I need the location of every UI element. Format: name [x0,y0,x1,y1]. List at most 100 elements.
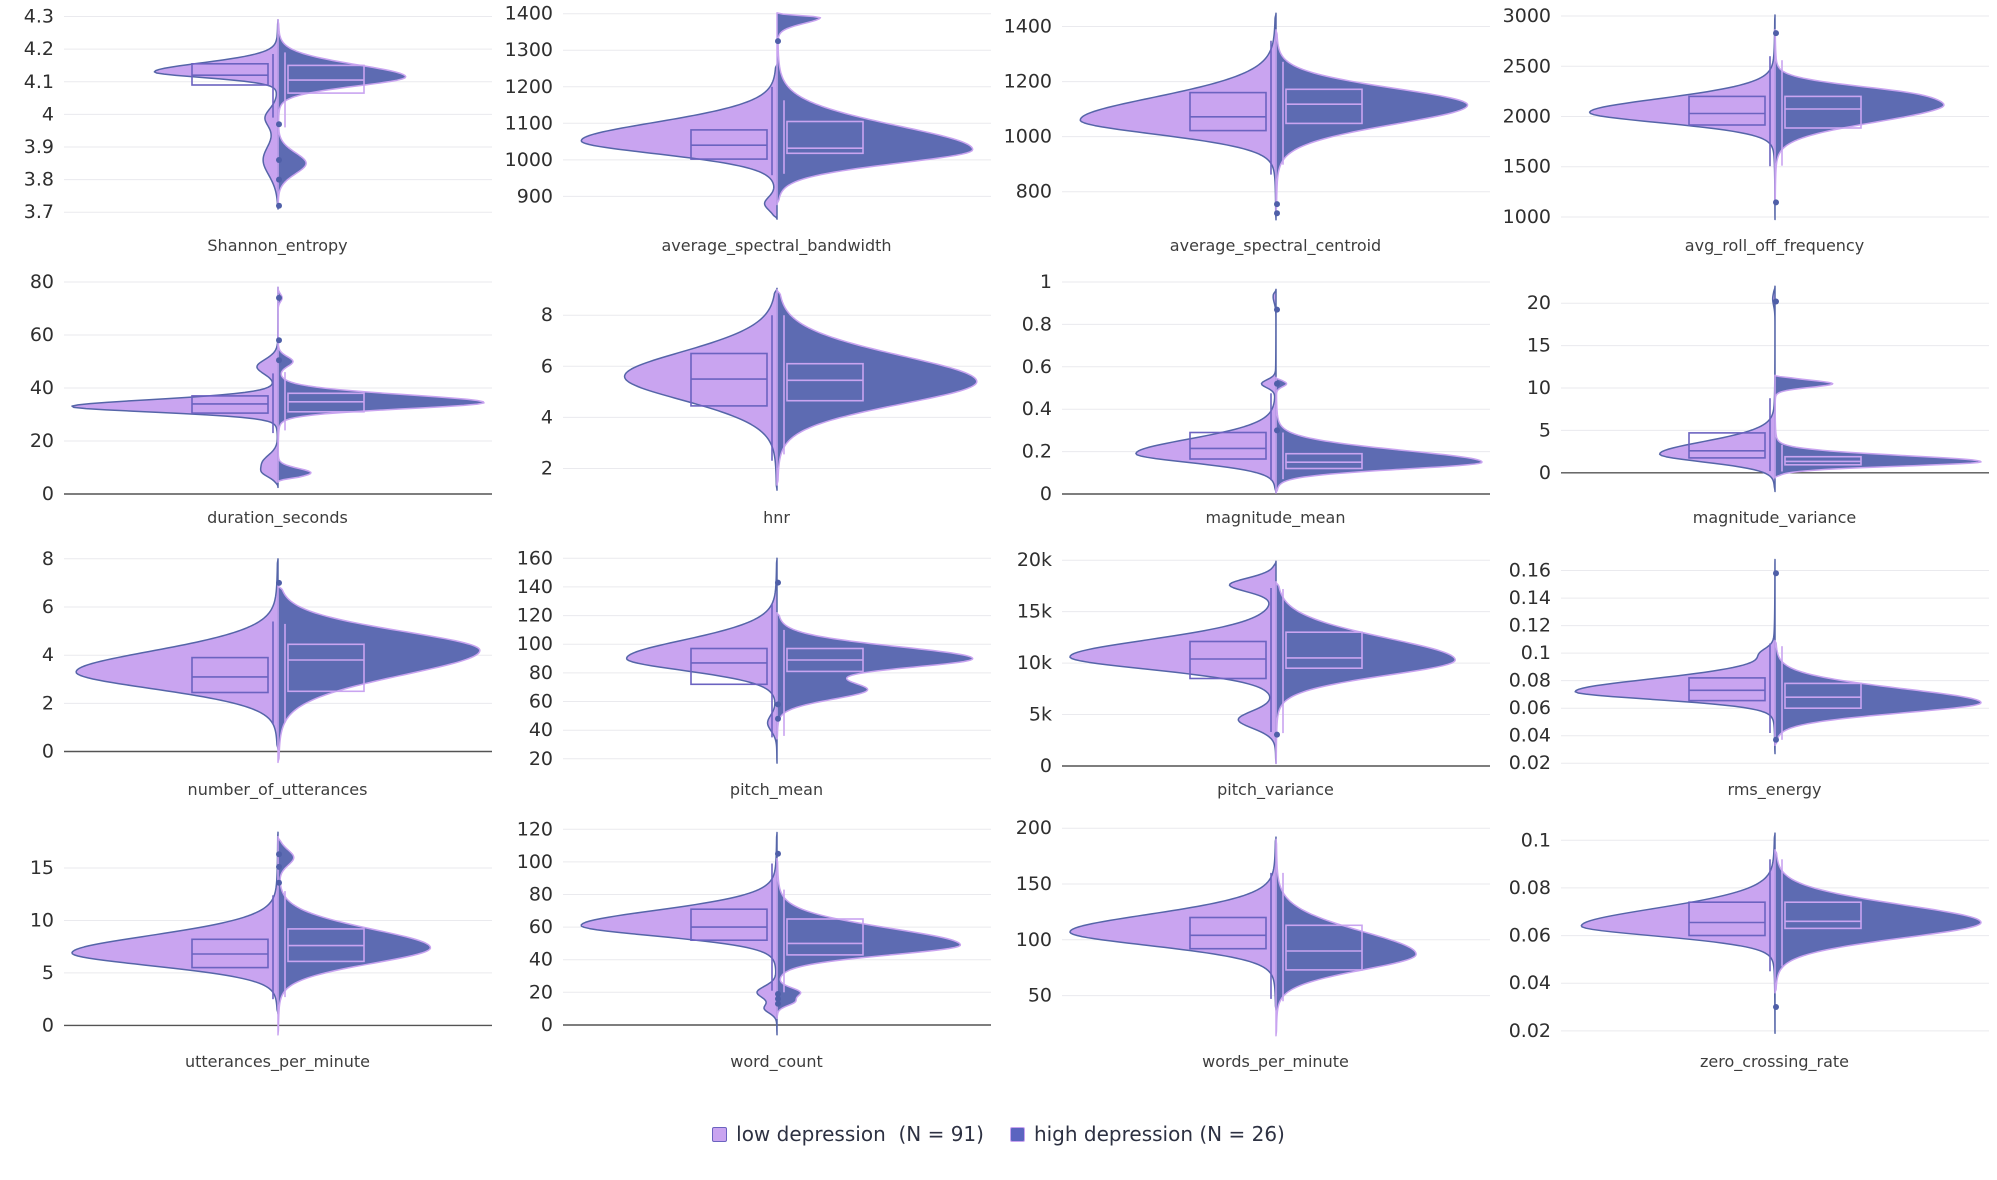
svg-text:0.02: 0.02 [1509,1020,1551,1042]
svg-text:60: 60 [529,916,553,938]
plot-title: words_per_minute [1202,1052,1349,1071]
svg-text:0.04: 0.04 [1509,725,1551,747]
violin-plot-words-per-minute: 50 100 150 200 [998,816,1497,1048]
legend-item-high-depression[interactable]: high depression (N = 26) [1009,1122,1285,1146]
svg-text:0: 0 [1040,483,1052,504]
svg-text:40: 40 [529,949,553,971]
svg-text:120: 120 [517,818,553,840]
svg-text:1400: 1400 [505,3,553,25]
plot-title: average_spectral_centroid [1169,236,1382,255]
svg-text:100: 100 [517,851,553,873]
svg-text:0.08: 0.08 [1509,877,1551,899]
svg-text:5: 5 [1539,419,1551,441]
svg-text:1300: 1300 [505,39,553,61]
violin-plot-number-of-utterances: 0 2 4 6 8 [0,544,499,776]
svg-text:0: 0 [1539,462,1551,484]
panel-number-of-utterances: 0 2 4 6 8 number_of_utterances [0,544,499,816]
svg-text:10: 10 [1527,377,1551,399]
legend-label-low: low depression (N = 91) [736,1122,984,1146]
svg-text:0.02: 0.02 [1509,752,1551,774]
panel-avg-roll-off-frequency: 1000 1500 2000 2500 3000 avg_roll_off_freque… [1497,0,1996,272]
svg-text:5k: 5k [1029,704,1052,726]
svg-text:0.1: 0.1 [1521,642,1551,664]
panel-utterances-per-minute: 0 5 10 15 utterances_per_minute [0,816,499,1088]
violin-plot-utterances-per-minute: 0 5 10 15 [0,816,499,1048]
plot-title: pitch_variance [1217,780,1334,799]
svg-text:0.16: 0.16 [1509,560,1551,582]
panel-average-spectral-bandwidth: 900 1000 1100 1200 1300 1400 average_spectral… [499,0,998,272]
svg-text:0: 0 [42,483,54,504]
violin-plot-magnitude-variance: 0 5 10 15 20 [1497,272,1996,504]
svg-text:4.3: 4.3 [24,6,54,28]
plot-title: hnr [763,508,790,527]
plot-title: magnitude_variance [1692,508,1857,527]
svg-text:1200: 1200 [1004,71,1052,93]
svg-text:20: 20 [529,748,553,770]
svg-text:80: 80 [529,662,553,684]
violin-plot-pitch-mean: 20 40 60 80 100 120 140 160 [499,544,998,776]
svg-text:80: 80 [529,884,553,906]
svg-text:800: 800 [1016,181,1052,203]
plot-title: number_of_utterances [187,780,368,799]
svg-text:0.6: 0.6 [1022,356,1052,378]
plot-title: average_spectral_bandwidth [661,236,892,255]
panel-rms-energy: 0.02 0.04 0.06 0.08 0.1 0.12 0.14 0.16 rms_ener… [1497,544,1996,816]
svg-text:40: 40 [529,719,553,741]
plot-title: rms_energy [1727,780,1822,799]
svg-text:1000: 1000 [1503,206,1551,228]
svg-text:0.12: 0.12 [1509,615,1551,637]
svg-text:10k: 10k [1017,652,1052,674]
plot-title: word_count [730,1052,823,1071]
svg-text:100: 100 [517,633,553,655]
legend-swatch-high-icon [1009,1126,1025,1142]
svg-text:150: 150 [1016,873,1052,895]
svg-text:4: 4 [42,103,54,125]
svg-text:1000: 1000 [1004,126,1052,148]
svg-text:60: 60 [529,691,553,713]
svg-text:0.04: 0.04 [1509,972,1551,994]
violin-grid: 3.7 3.8 3.9 4 4.1 4.2 4.3 Shannon_entropy 900 1… [0,0,1996,1088]
violin-plot-word-count: 0 20 40 60 80 100 120 [499,816,998,1048]
svg-text:0.08: 0.08 [1509,670,1551,692]
panel-pitch-mean: 20 40 60 80 100 120 140 160 pitch_mean [499,544,998,816]
svg-text:4.2: 4.2 [24,38,54,60]
panel-magnitude-mean: 0 0.2 0.4 0.6 0.8 1 magnitude_mean [998,271,1497,544]
svg-text:2000: 2000 [1503,106,1551,128]
svg-text:20: 20 [30,430,54,452]
svg-text:0.8: 0.8 [1022,313,1052,335]
svg-text:15: 15 [1527,335,1551,357]
svg-text:0.14: 0.14 [1509,587,1551,609]
svg-text:20: 20 [1527,292,1551,314]
svg-text:0.06: 0.06 [1509,925,1551,947]
panel-shannon-entropy: 3.7 3.8 3.9 4 4.1 4.2 4.3 Shannon_entropy [0,0,499,272]
svg-text:0: 0 [42,1014,54,1036]
svg-text:100: 100 [1016,929,1052,951]
svg-text:8: 8 [42,548,54,570]
legend-item-low-depression[interactable]: low depression (N = 91) [712,1122,984,1146]
svg-text:80: 80 [30,272,54,293]
svg-text:3000: 3000 [1503,5,1551,27]
panel-pitch-variance: 0 5k 10k 15k 20k pitch_variance [998,544,1497,816]
violin-plot-avg-roll-off-frequency: 1000 1500 2000 2500 3000 [1497,0,1996,232]
svg-text:1100: 1100 [505,112,553,134]
svg-text:0.2: 0.2 [1022,441,1052,463]
panel-duration-seconds: 0 20 40 60 80 duration_seconds [0,271,499,544]
svg-text:20: 20 [529,981,553,1003]
svg-text:3.7: 3.7 [24,201,54,223]
legend: low depression (N = 91) high depression … [0,1088,1997,1180]
svg-text:4.1: 4.1 [24,71,54,93]
svg-text:2: 2 [541,458,553,480]
panel-word-count: 0 20 40 60 80 100 120 word_count [499,816,998,1088]
svg-text:900: 900 [517,185,553,207]
svg-text:4: 4 [42,644,54,666]
svg-text:0: 0 [42,741,54,763]
panel-hnr: 2 4 6 8 hnr [499,272,998,544]
svg-text:0.4: 0.4 [1022,398,1052,420]
violin-plot-duration-seconds: 0 20 40 60 80 [0,271,499,505]
panel-words-per-minute: 50 100 150 200 words_per_minute [998,816,1497,1088]
svg-text:0: 0 [1040,755,1052,776]
svg-text:1000: 1000 [505,149,553,171]
plot-title: duration_seconds [207,508,348,527]
svg-text:20k: 20k [1017,549,1052,571]
